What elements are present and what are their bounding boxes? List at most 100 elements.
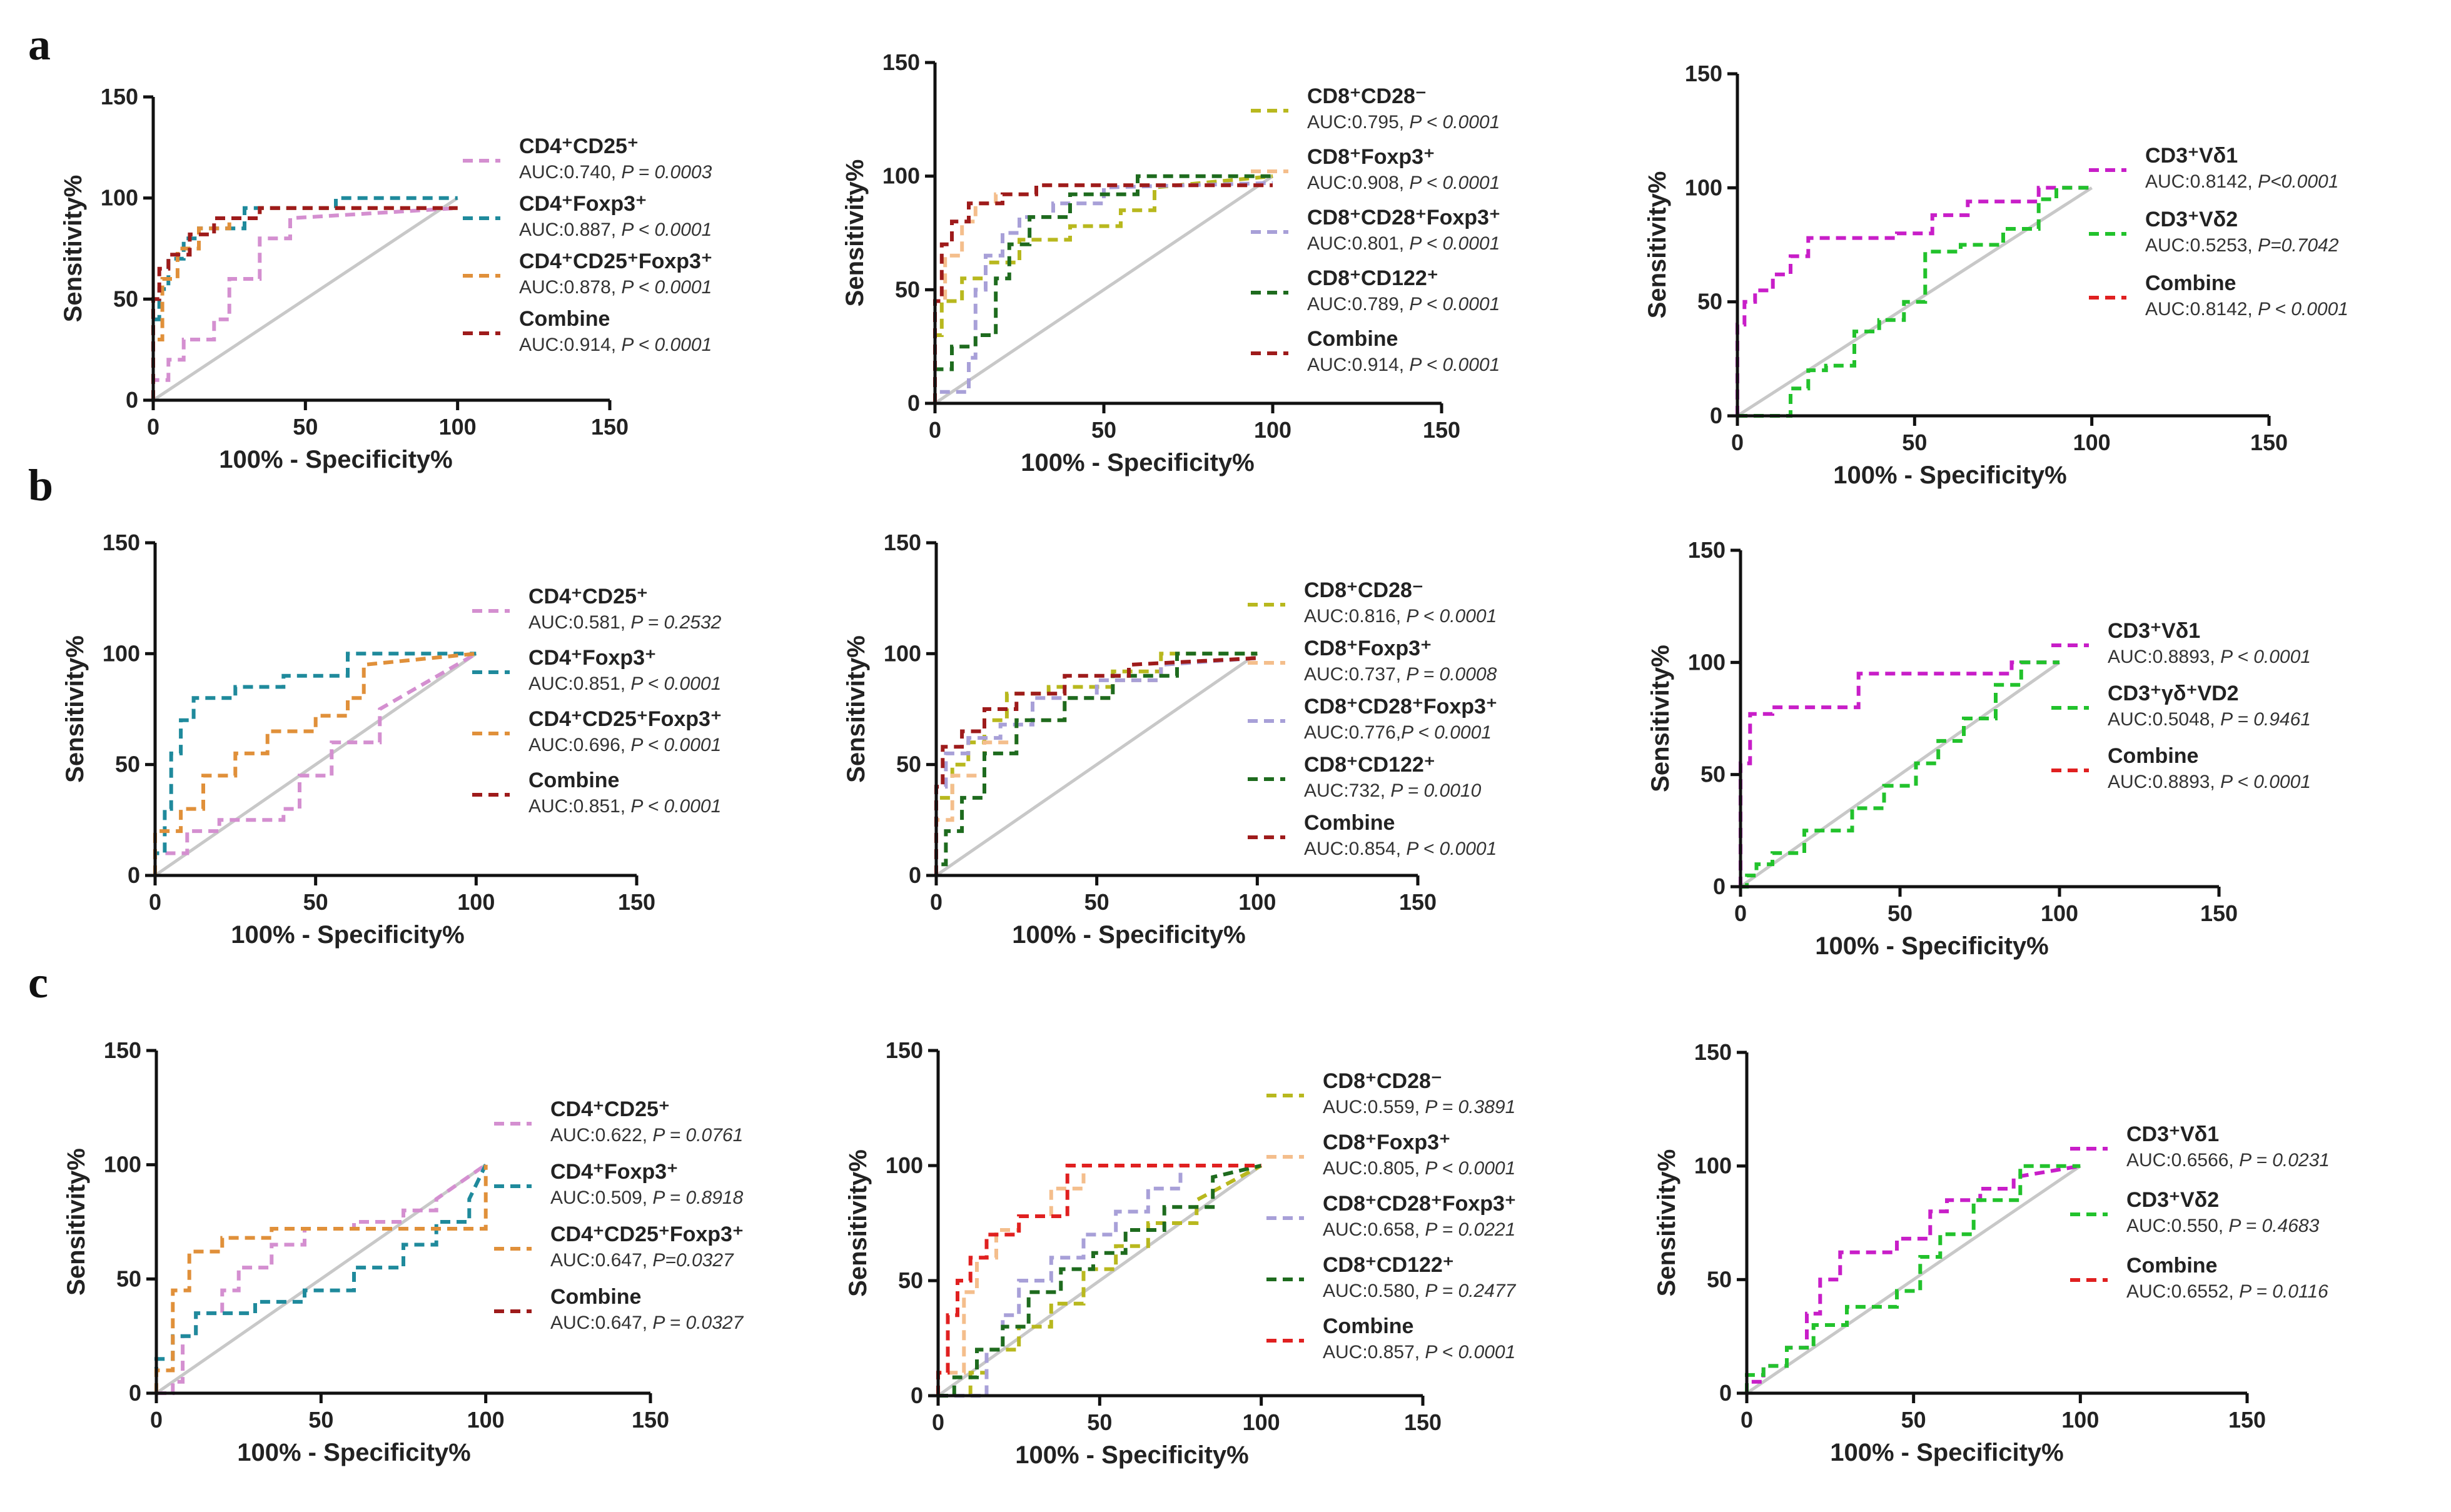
legend: CD3⁺Vδ1 AUC:0.6566, P = 0.0231 CD3⁺Vδ2 AUC:… (2070, 1122, 2330, 1302)
y-axis-title: Sensitivity% (841, 159, 869, 307)
roc-curve-1 (1745, 1164, 2081, 1393)
roc-curve-2 (934, 656, 1258, 875)
roc-curve-1 (1737, 186, 2092, 418)
legend-label: CD8⁺CD122⁺ (1323, 1253, 1454, 1277)
x-tick-label: 100 (1254, 417, 1291, 443)
roc-chart-b-right: 00 50 50 100 100 150 150 100% - Specificity% Sen… (1647, 537, 2311, 960)
auc-value: AUC:0.647, (550, 1250, 652, 1271)
x-tick-label: 150 (2228, 1407, 2266, 1433)
x-tick-label: 50 (1901, 1407, 1926, 1433)
y-tick-label: 0 (1710, 403, 1722, 428)
legend-label: CD3⁺Vδ1 (2108, 619, 2200, 643)
auc-value: AUC:0.878, (519, 277, 621, 298)
auc-value: AUC:0.8893, (2108, 647, 2220, 667)
legend-label: CD4⁺CD25⁺ (519, 134, 639, 158)
auc-value: AUC:0.737, (1304, 664, 1406, 685)
x-axis-title: 100% - Specificity% (1815, 932, 2049, 960)
roc-curve-3 (151, 206, 458, 400)
p-value: P = 0.0327 (652, 1313, 744, 1333)
y-tick-label: 100 (886, 1152, 923, 1178)
p-value: P < 0.0001 (630, 796, 721, 817)
p-value: P < 0.0001 (630, 673, 721, 694)
p-value: P < 0.0001 (2220, 647, 2311, 667)
x-tick-label: 100 (1238, 889, 1276, 915)
legend: CD3⁺Vδ1 AUC:0.8893, P < 0.0001 CD3⁺γδ⁺VD2 A… (2051, 619, 2311, 792)
legend-label: CD4⁺CD25⁺ (528, 585, 648, 608)
p-value: P < 0.0001 (1409, 173, 1500, 193)
roc-curve-0 (151, 206, 458, 400)
auc-value: AUC:0.622, (550, 1125, 652, 1146)
y-axis-title: Sensitivity% (844, 1149, 872, 1297)
y-tick-label: 150 (103, 530, 140, 555)
y-tick-label: 50 (1697, 289, 1722, 315)
legend-label: CD4⁺CD25⁺ (550, 1097, 670, 1121)
legend-auc: AUC:0.6566, P = 0.0231 (2126, 1150, 2330, 1171)
roc-chart-b-left: 00 50 50 100 100 150 150 100% - Specificity% Sen… (61, 530, 722, 949)
x-axis-title: 100% - Specificity% (231, 921, 465, 949)
y-tick-label: 50 (113, 286, 138, 311)
legend-auc: AUC:0.776,P < 0.0001 (1304, 722, 1492, 743)
x-axis-title: 100% - Specificity% (237, 1439, 471, 1466)
y-tick-label: 150 (884, 530, 921, 555)
y-tick-label: 150 (882, 49, 920, 75)
y-tick-label: 50 (895, 276, 920, 302)
auc-value: AUC:0.6566, (2126, 1150, 2239, 1171)
auc-value: AUC:0.851, (528, 796, 630, 817)
auc-value: AUC:0.559, (1323, 1097, 1425, 1117)
y-tick-label: 0 (129, 1380, 141, 1406)
auc-value: AUC:0.908, (1307, 173, 1409, 193)
auc-value: AUC:0.914, (519, 335, 621, 355)
roc-curve-2 (938, 1164, 1261, 1398)
reference-diagonal (155, 1163, 487, 1395)
legend-auc: AUC:0.647, P=0.0327 (550, 1250, 734, 1271)
p-value: P=0.0327 (652, 1250, 734, 1271)
legend-label: CD8⁺CD28⁻ (1323, 1069, 1442, 1093)
legend-label: CD8⁺Foxp3⁺ (1307, 145, 1435, 169)
auc-value: AUC:0.740, (519, 162, 621, 183)
legend-label: Combine (2126, 1254, 2217, 1278)
x-tick-label: 150 (2200, 900, 2238, 926)
y-tick-label: 100 (1694, 1153, 1732, 1179)
auc-value: AUC:0.8142, (2145, 171, 2258, 192)
x-tick-label: 50 (303, 889, 328, 915)
legend-label: CD8⁺Foxp3⁺ (1323, 1131, 1450, 1154)
legend-label: Combine (2145, 271, 2236, 295)
roc-curve-1 (153, 652, 477, 875)
roc-chart-a-left: 00 50 50 100 100 150 150 100% - Specificity% Sen… (59, 84, 712, 473)
x-tick-label: 0 (1731, 430, 1744, 455)
legend-auc: AUC:0.887, P < 0.0001 (519, 219, 712, 240)
p-value: P = 0.4683 (2228, 1216, 2319, 1236)
legend: CD4⁺CD25⁺ AUC:0.740, P = 0.0003 CD4⁺Foxp3⁺… (463, 134, 712, 355)
x-tick-label: 150 (1399, 889, 1437, 915)
legend-auc: AUC:0.801, P < 0.0001 (1307, 233, 1500, 254)
legend: CD4⁺CD25⁺ AUC:0.622, P = 0.0761 CD4⁺Foxp3⁺… (494, 1097, 744, 1333)
x-tick-label: 150 (2250, 430, 2288, 455)
y-tick-label: 0 (911, 1383, 923, 1408)
legend-auc: AUC:0.914, P < 0.0001 (1307, 355, 1500, 375)
x-tick-label: 100 (467, 1407, 505, 1433)
p-value: P < 0.0001 (1406, 606, 1497, 627)
x-axis-title: 100% - Specificity% (1830, 1439, 2064, 1466)
roc-curve-0 (153, 652, 477, 875)
x-axis-title: 100% - Specificity% (1012, 921, 1246, 949)
p-value: P < 0.0001 (1409, 112, 1500, 133)
auc-value: AUC:0.509, (550, 1187, 652, 1208)
legend: CD3⁺Vδ1 AUC:0.8142, P<0.0001 CD3⁺Vδ2 AUC:0.… (2089, 144, 2348, 320)
legend-auc: AUC:0.737, P = 0.0008 (1304, 664, 1497, 685)
x-tick-label: 0 (149, 889, 161, 915)
legend: CD8⁺CD28⁻ AUC:0.816, P < 0.0001 CD8⁺Foxp3⁺… (1248, 578, 1497, 859)
reference-diagonal (1739, 661, 2061, 889)
auc-value: AUC:0.550, (2126, 1216, 2228, 1236)
auc-value: AUC:0.581, (528, 612, 630, 633)
legend-label: CD3⁺Vδ2 (2126, 1188, 2219, 1212)
p-value: P < 0.0001 (1409, 233, 1500, 254)
legend-auc: AUC:0.647, P = 0.0327 (550, 1313, 744, 1333)
y-tick-label: 100 (884, 640, 921, 666)
y-axis-title: Sensitivity% (842, 635, 870, 783)
y-axis-title: Sensitivity% (63, 1148, 90, 1296)
auc-value: AUC:0.8893, (2108, 772, 2220, 792)
x-tick-label: 0 (150, 1407, 163, 1433)
y-tick-label: 0 (1713, 874, 1726, 899)
